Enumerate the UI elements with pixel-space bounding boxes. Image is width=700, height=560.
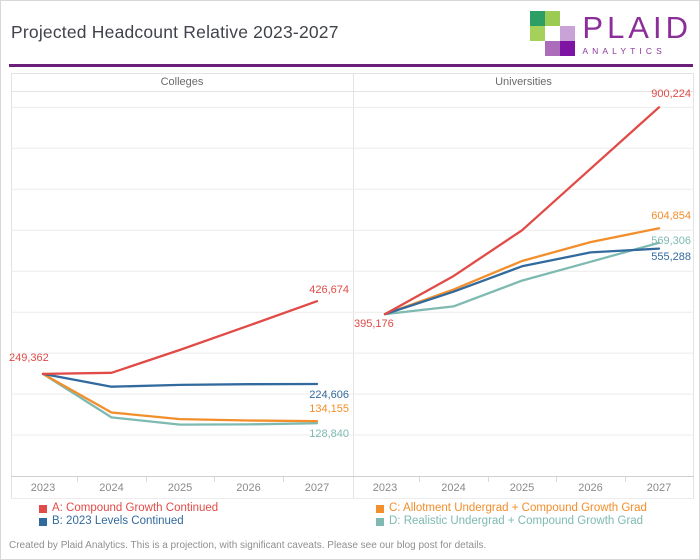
- plaid-logo-name: PLAID: [582, 10, 692, 45]
- end-value-label-A: 426,674: [309, 284, 349, 297]
- legend-item-a[interactable]: A: Compound Growth Continued: [39, 502, 218, 515]
- series-line-C[interactable]: [41, 372, 319, 423]
- x-axis-colleges: 2023 2024 2025 2026 2027: [11, 476, 353, 498]
- end-value-label-C: 134,155: [309, 403, 349, 416]
- x-tick-mark: [214, 477, 216, 482]
- series-line-D[interactable]: [41, 372, 319, 426]
- x-tick-label: 2024: [99, 482, 124, 494]
- grid-border: [11, 91, 694, 92]
- grid-border: [11, 73, 694, 74]
- series-line-A[interactable]: [383, 106, 661, 316]
- plaid-logo-square: [545, 11, 561, 26]
- x-tick-label: 2025: [509, 482, 535, 494]
- grid-border: [11, 498, 694, 499]
- panel-universities: 395,176 900,224 555,288 604,854 569,306: [353, 88, 694, 476]
- legend-item-d[interactable]: D: Realistic Undergrad + Compound Growth…: [376, 515, 643, 528]
- x-tick-label: 2026: [578, 482, 603, 494]
- x-tick-label: 2027: [646, 482, 672, 494]
- x-tick-mark: [419, 477, 421, 482]
- x-tick-label: 2023: [372, 482, 398, 494]
- plaid-logo-square: [560, 26, 576, 41]
- legend-label: D: Realistic Undergrad + Compound Growth…: [389, 515, 644, 527]
- panel-border: [11, 73, 12, 498]
- legend-swatch-icon: [39, 504, 47, 513]
- x-tick-label: 2027: [304, 482, 330, 494]
- legend-label: B: 2023 Levels Continued: [52, 515, 184, 527]
- plaid-logo-square: [560, 41, 576, 56]
- start-value-label: 249,362: [9, 351, 49, 364]
- x-tick-mark: [145, 477, 147, 482]
- x-tick-label: 2025: [167, 482, 193, 494]
- legend-swatch-icon: [376, 504, 384, 513]
- legend-label: A: Compound Growth Continued: [52, 502, 219, 514]
- plaid-logo-square: [530, 11, 546, 26]
- end-value-label-B: 224,606: [309, 389, 349, 401]
- x-tick-mark: [487, 477, 489, 482]
- x-tick-mark: [77, 477, 79, 482]
- legend-item-c[interactable]: C: Allotment Undergrad + Compound Growth…: [376, 502, 647, 515]
- panel-border: [693, 73, 694, 498]
- series-line-B[interactable]: [41, 372, 319, 388]
- series-line-B[interactable]: [383, 247, 661, 316]
- x-tick-mark: [282, 477, 284, 482]
- panel-header-colleges: Colleges: [160, 76, 204, 88]
- legend-swatch-icon: [376, 517, 384, 526]
- legend-item-b[interactable]: B: 2023 Levels Continued: [39, 515, 184, 528]
- series-line-C[interactable]: [383, 227, 661, 316]
- legend-swatch-icon: [39, 517, 47, 526]
- title-divider: [9, 64, 693, 67]
- x-axis-universities: 2023 2024 2025 2026 2027: [353, 476, 694, 498]
- x-tick-mark: [556, 477, 558, 482]
- panel-colleges: 249,362 426,674 224,606 134,155 128,840: [9, 91, 353, 476]
- page-title: Projected Headcount Relative 2023-2027: [11, 22, 339, 42]
- x-tick-label: 2023: [30, 482, 56, 494]
- plaid-logo-square: [545, 41, 561, 56]
- panel-plot: [11, 106, 353, 436]
- footer-caption: Created by Plaid Analytics. This is a pr…: [9, 540, 487, 551]
- panel-border: [353, 73, 354, 498]
- plaid-logo-square: [545, 26, 561, 41]
- panel-header-universities: Universities: [495, 76, 552, 88]
- end-value-label-B: 555,288: [651, 250, 691, 263]
- panel-plot: [353, 106, 694, 436]
- legend-label: C: Allotment Undergrad + Compound Growth…: [389, 502, 647, 514]
- end-value-label-A: 900,224: [651, 88, 691, 101]
- plaid-logo: PLAID ANALYTICS: [530, 11, 692, 57]
- end-value-label-C: 604,854: [651, 210, 691, 223]
- start-value-label: 395,176: [354, 318, 394, 331]
- x-tick-mark: [624, 477, 626, 482]
- series-line-A[interactable]: [41, 300, 319, 376]
- x-tick-label: 2024: [441, 482, 466, 494]
- series-line-D[interactable]: [383, 241, 661, 316]
- plaid-logo-tagline: ANALYTICS: [582, 46, 666, 56]
- end-value-label-D: 569,306: [651, 234, 691, 247]
- x-tick-label: 2026: [236, 482, 261, 494]
- end-value-label-D: 128,840: [309, 428, 349, 441]
- plaid-logo-square: [530, 26, 546, 41]
- plaid-logo-icon: [530, 11, 576, 57]
- plaid-logo-text-block: PLAID ANALYTICS: [582, 10, 692, 57]
